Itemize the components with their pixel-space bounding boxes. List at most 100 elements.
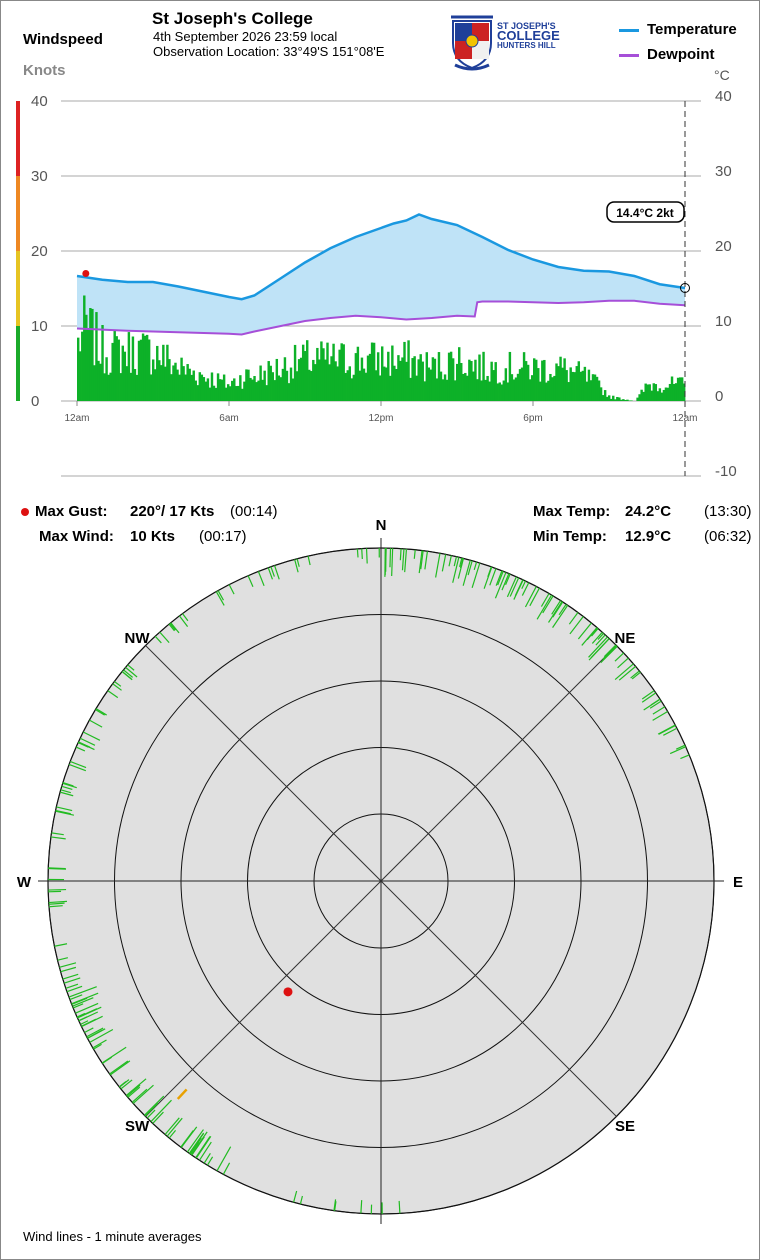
windspeed-bar [652,383,655,401]
compass-label-e: E [733,874,743,891]
windspeed-bar [571,371,574,401]
left-tick-label: 10 [31,318,48,335]
windspeed-bar [435,378,439,401]
legend-item-dewpoint: Dewpoint [619,46,715,63]
windspeed-bar [636,397,639,401]
rose-max-gust-marker [283,987,293,997]
wind-direction-tick [59,791,74,797]
wind-direction-tick [72,1003,84,1009]
windspeed-bar [143,335,147,401]
wind-direction-tick [273,565,280,580]
windspeed-bar [97,360,100,401]
wind-direction-tick [56,806,73,812]
min-temp-value-text: 12.9°C [625,528,672,545]
windspeed-bar [427,367,431,401]
windspeed-bar [614,399,617,401]
wind-direction-tick [552,601,564,618]
windspeed-bar [603,390,607,401]
wind-direction-tick [569,616,584,635]
wind-direction-tick [59,962,77,968]
logo-line-2: COLLEGE [497,28,560,43]
windspeed-bar [537,368,540,401]
windspeed-bar [674,383,678,401]
windspeed-bar [131,336,135,401]
right-tick-label: 20 [715,238,732,255]
wind-direction-tick [62,973,79,980]
windspeed-bar [393,365,396,401]
windspeed-bar [616,396,619,401]
wind-direction-tick [120,1079,133,1090]
windspeed-bar [297,359,301,401]
windspeed-bar [263,370,266,401]
windspeed-bar [644,383,647,401]
windspeed-bar [498,382,501,401]
windspeed-bar [154,369,157,401]
wind-direction-tick [127,664,135,671]
wind-direction-tick [404,548,408,573]
max-gust-label: Max Gust: [35,503,108,520]
wind-direction-tick [401,548,405,571]
wind-direction-tick [540,593,550,607]
wind-direction-tick [77,742,89,748]
wind-direction-tick [127,1086,141,1098]
wind-direction-tick [294,559,299,573]
wind-direction-tick [506,576,517,598]
windspeed-bar [605,396,609,401]
windspeed-bar [585,381,589,401]
windspeed-bar [283,357,287,401]
windspeed-bar [563,358,566,401]
wind-direction-tick [420,550,424,570]
windspeed-bar [464,372,467,401]
wind-direction-tick [669,746,686,755]
wind-direction-tick [270,566,275,577]
windspeed-bar [553,375,556,401]
wind-direction-tick [78,1016,88,1022]
windspeed-bar [103,373,106,401]
windspeed-bar [174,362,177,401]
windspeed-bar [409,377,412,401]
windspeed-bar [472,371,475,401]
windspeed-bar [83,295,86,401]
windspeed-bar [251,379,254,401]
windspeed-bar [267,361,270,401]
wind-direction-tick [588,638,610,661]
windspeed-bar [101,324,104,401]
legend-label-temperature: Temperature [647,21,737,38]
wind-direction-tick [78,741,91,748]
windspeed-bar [650,390,653,401]
wind-direction-tick [50,836,66,840]
wind-direction-tick [494,572,507,599]
windspeed-bar [539,381,542,401]
max-temp-time: (13:30) [704,503,752,520]
wind-direction-tick [680,754,690,760]
windspeed-bar [478,354,481,401]
wind-direction-tick [87,1028,106,1039]
current-value-label: 14.4°C 2kt [616,206,674,220]
windspeed-bar [577,361,581,401]
windspeed-bar [575,366,578,401]
windspeed-series [77,295,686,401]
wind-direction-tick [60,789,71,794]
temperature-line [76,213,686,301]
windspeed-bar [415,375,418,401]
windspeed-bar [352,374,356,401]
windspeed-bar [224,387,228,401]
windspeed-bar [299,357,303,401]
windspeed-bar [127,332,131,401]
wind-direction-tick [80,1020,89,1025]
wind-direction-tick [95,709,105,716]
windspeed-bar [368,353,372,401]
windspeed-bar [374,370,378,401]
windspeed-bar [133,369,137,401]
max-wind-label: Max Wind: [39,528,114,545]
windspeed-bar [336,366,339,401]
windspeed-bar [658,388,662,401]
wind-rose-chart: NNEESESSWWNW [17,517,743,1224]
x-tick-label: 6am [219,413,238,424]
temp-dewpoint-band [77,214,685,335]
windspeed-bar [672,383,676,401]
windspeed-bar [204,381,208,401]
wind-direction-tick [126,1084,141,1097]
wind-direction-tick [178,615,189,627]
logo-line-3: HUNTERS HILL [497,41,556,50]
